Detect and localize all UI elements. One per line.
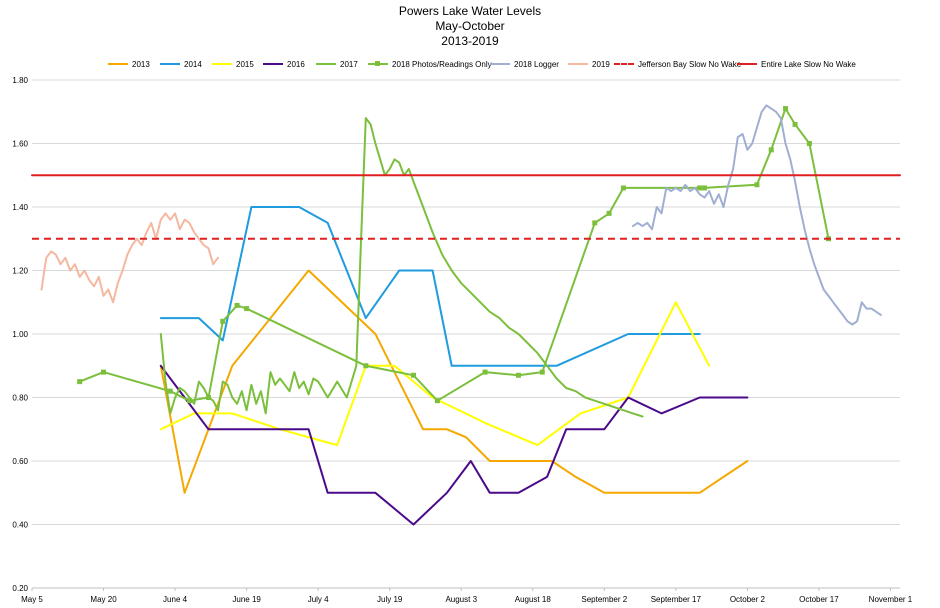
legend-item-entire-lake-slow-no-wake: Entire Lake Slow No Wake [737,58,856,70]
y-tick-label: 1.60 [12,140,28,149]
data-point-marker [482,369,488,375]
data-point-marker [768,147,774,153]
data-point-marker [606,210,612,216]
series-line-2013 [159,269,749,494]
data-point-marker [697,185,703,191]
data-point-marker [363,363,369,369]
x-tick-label: September 17 [651,595,702,604]
data-point-marker [244,306,250,312]
chart-subtitle-months: May-October [435,19,505,33]
y-tick-label: 0.80 [12,394,28,403]
y-tick-label: 1.80 [12,76,28,85]
legend-item-2018-photos-readings-only: 2018 Photos/Readings Only [368,58,492,70]
x-tick-label: June 4 [163,595,188,604]
legend-swatch [160,59,180,69]
chart-subtitle-years: 2013-2019 [441,34,499,48]
legend-swatch [614,59,634,69]
x-tick-label: July 19 [377,595,403,604]
legend-item-2013: 2013 [108,58,150,70]
legend-label: 2019 [592,59,610,69]
data-point-marker [205,395,211,400]
chart-title: Powers Lake Water Levels [398,4,542,18]
legend-item-jefferson-bay-slow-no-wake: Jefferson Bay Slow No Wake [614,58,741,70]
legend-label: Entire Lake Slow No Wake [761,59,856,69]
data-point-marker [754,182,760,188]
data-point-marker [234,302,240,308]
legend-label: 2018 Logger [514,59,559,69]
series-2018-photos-readings-only [77,106,831,404]
data-point-marker [101,369,107,375]
data-point-marker [701,185,707,191]
x-tick-label: June 19 [232,595,261,604]
legend-item-2019: 2019 [568,58,610,70]
data-point-marker [539,369,545,375]
data-point-marker [515,372,521,378]
x-tick-label: August 18 [515,595,552,604]
y-tick-label: 0.20 [12,584,28,593]
series-line-2019 [40,212,219,304]
legend-label: 2014 [184,59,202,69]
legend-swatch [737,59,757,69]
data-point-marker [186,398,192,404]
x-tick-label: October 17 [799,595,839,604]
legend-swatch [368,59,388,69]
legend-item-2018-logger: 2018 Logger [490,58,559,70]
x-tick-label: July 4 [308,595,329,604]
legend-label: 2015 [236,59,254,69]
series-2013 [159,269,749,494]
y-tick-label: 1.40 [12,203,28,212]
legend-label: 2017 [340,59,358,69]
legend-label: Jefferson Bay Slow No Wake [638,59,742,69]
legend-item-2017: 2017 [316,58,358,70]
data-point-marker [77,379,83,385]
x-tick-label: May 5 [21,595,43,604]
legend-swatch [263,59,283,69]
data-point-marker [783,106,789,112]
legend-label: 2013 [132,59,150,69]
series-2014 [159,206,701,367]
series-line-2015 [159,301,711,447]
data-point-marker [620,185,626,191]
x-tick-label: May 20 [90,595,117,604]
data-point-marker [592,220,598,226]
series-line-2018-logger [631,104,882,326]
legend-item-2015: 2015 [212,58,254,70]
series-2016 [159,364,749,526]
data-point-marker [220,318,226,324]
y-tick-label: 1.20 [12,267,28,276]
series-line-2014 [159,206,701,367]
legend-label: 2018 Photos/Readings Only [392,59,492,69]
x-tick-label: October 2 [730,595,766,604]
data-point-marker [411,372,417,378]
legend-swatch [212,59,232,69]
series-line-2017 [159,117,644,418]
legend-swatch [490,59,510,69]
x-tick-label: September 2 [581,595,627,604]
y-tick-label: 1.00 [12,330,28,339]
series-2019 [40,212,219,304]
legend-swatch [316,59,336,69]
y-tick-label: 0.40 [12,521,28,530]
data-point-marker [434,398,440,404]
data-point-marker [792,121,798,127]
legend-swatch [108,59,128,69]
legend-item-2016: 2016 [263,58,305,70]
data-point-marker [167,388,173,394]
legend-item-2014: 2014 [160,58,202,70]
legend-swatch [568,59,588,69]
data-point-marker [806,141,812,146]
series-2017 [159,117,644,418]
series-2018-logger [631,104,882,326]
x-tick-label: August 3 [445,595,477,604]
series-line-2018-photos-readings-only [78,107,830,402]
x-tick-label: November 1 [869,595,913,604]
series-2015 [159,301,711,447]
series-line-2016 [159,364,749,526]
y-tick-label: 0.60 [12,457,28,466]
legend-label: 2016 [287,59,305,69]
